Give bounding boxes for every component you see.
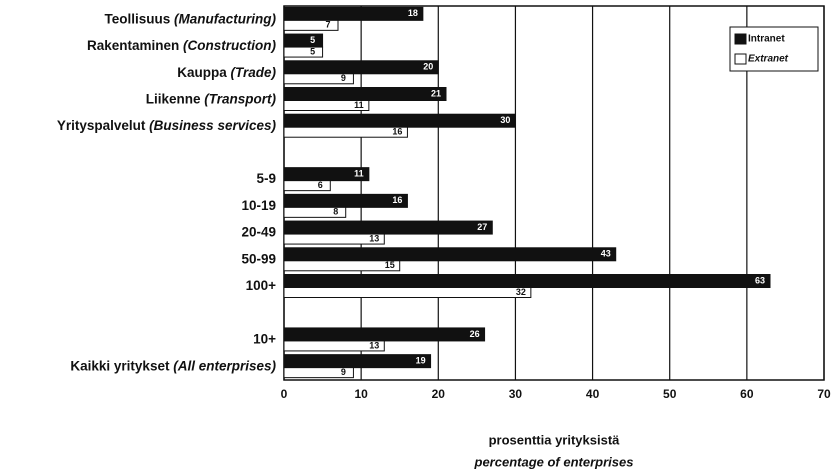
category-label: Rakentaminen (Construction) bbox=[87, 38, 277, 53]
x-tick-label: 20 bbox=[432, 387, 446, 401]
value-label: 15 bbox=[385, 260, 395, 270]
legend-swatch bbox=[734, 53, 747, 65]
category-label: 10+ bbox=[253, 331, 276, 346]
bar bbox=[283, 233, 385, 245]
category-label: Kauppa (Trade) bbox=[177, 64, 276, 79]
bar bbox=[283, 60, 439, 75]
value-label: 18 bbox=[408, 8, 418, 18]
category-label: Kaikki yritykset (All enterprises) bbox=[70, 358, 276, 373]
bar bbox=[283, 206, 347, 218]
category-label: Teollisuus (Manufacturing) bbox=[104, 11, 276, 26]
bar bbox=[283, 6, 424, 21]
category-label: 20-49 bbox=[241, 225, 276, 240]
bar bbox=[283, 287, 532, 298]
value-label: 11 bbox=[354, 169, 364, 179]
bar bbox=[283, 113, 516, 128]
x-tick-label: 30 bbox=[509, 387, 523, 401]
value-label: 8 bbox=[333, 207, 338, 217]
category-label: Liikenne (Transport) bbox=[146, 91, 277, 106]
bar bbox=[283, 260, 401, 272]
value-label: 6 bbox=[318, 180, 323, 190]
category-label-fi: Kauppa bbox=[177, 64, 227, 79]
value-label: 32 bbox=[516, 287, 526, 297]
bar bbox=[283, 19, 339, 31]
category-label-fi: Teollisuus bbox=[104, 11, 170, 26]
category-label-fi: Liikenne bbox=[146, 91, 201, 106]
category-label: 50-99 bbox=[241, 251, 276, 266]
value-label: 30 bbox=[500, 115, 510, 125]
legend-label: Extranet bbox=[748, 54, 789, 65]
category-label-en: (Trade) bbox=[230, 64, 276, 79]
bar bbox=[283, 126, 408, 138]
bar bbox=[283, 220, 493, 235]
x-axis-title-translation: percentage of enterprises bbox=[474, 454, 634, 469]
category-label: Yrityspalvelut (Business services) bbox=[57, 118, 277, 133]
category-label-fi: Kaikki yritykset bbox=[70, 358, 170, 373]
category-label-en: (All enterprises) bbox=[173, 358, 276, 373]
category-label-en: (Transport) bbox=[204, 91, 276, 106]
x-tick-label: 50 bbox=[663, 387, 677, 401]
x-axis-title: prosenttia yrityksistä bbox=[489, 432, 621, 447]
category-label-en: (Construction) bbox=[183, 38, 276, 53]
value-label: 16 bbox=[392, 195, 402, 205]
bar bbox=[283, 367, 354, 379]
x-tick-label: 10 bbox=[354, 387, 368, 401]
bar bbox=[283, 247, 617, 262]
bar bbox=[283, 100, 370, 111]
legend-label: Intranet bbox=[748, 34, 785, 45]
bar bbox=[283, 274, 771, 288]
value-label: 16 bbox=[392, 127, 402, 137]
legend-swatch bbox=[734, 33, 747, 45]
x-tick-label: 0 bbox=[281, 387, 288, 401]
bar bbox=[283, 46, 324, 58]
value-label: 13 bbox=[369, 340, 379, 350]
x-tick-label: 70 bbox=[817, 387, 831, 401]
bar bbox=[283, 33, 324, 48]
value-label: 63 bbox=[755, 275, 765, 285]
bar bbox=[283, 180, 331, 192]
category-label-fi: Rakentaminen bbox=[87, 38, 179, 53]
x-tick-label: 40 bbox=[586, 387, 600, 401]
x-tick-label: 60 bbox=[740, 387, 754, 401]
value-label: 27 bbox=[477, 222, 487, 232]
category-label: 10-19 bbox=[241, 198, 276, 213]
category-label: 100+ bbox=[246, 278, 277, 293]
bar bbox=[283, 354, 432, 369]
category-label-fi: Yrityspalvelut bbox=[57, 118, 146, 133]
value-label: 5 bbox=[310, 35, 315, 45]
bar bbox=[283, 340, 385, 352]
value-label: 7 bbox=[325, 20, 330, 30]
value-label: 9 bbox=[341, 367, 346, 377]
category-label-en: (Manufacturing) bbox=[174, 11, 276, 26]
value-label: 20 bbox=[423, 62, 433, 72]
category-label: 5-9 bbox=[256, 171, 276, 186]
value-label: 13 bbox=[369, 233, 379, 243]
value-label: 43 bbox=[601, 249, 611, 259]
bar bbox=[283, 327, 486, 342]
value-label: 5 bbox=[310, 46, 315, 56]
bar bbox=[283, 87, 447, 101]
value-label: 19 bbox=[416, 356, 426, 366]
value-label: 11 bbox=[354, 100, 364, 110]
bar bbox=[283, 193, 408, 208]
value-label: 21 bbox=[431, 88, 441, 98]
value-label: 26 bbox=[470, 329, 480, 339]
value-label: 9 bbox=[341, 73, 346, 83]
category-label-en: (Business services) bbox=[149, 118, 276, 133]
bar bbox=[283, 73, 354, 85]
